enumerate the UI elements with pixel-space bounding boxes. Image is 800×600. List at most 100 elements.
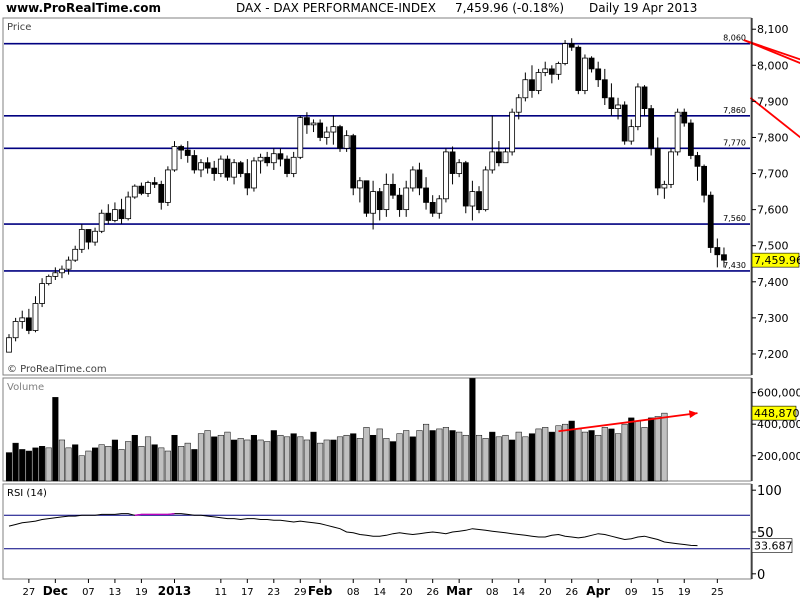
volume-bar (356, 438, 363, 482)
candle-down (184, 149, 191, 156)
volume-bar (376, 428, 383, 482)
x-tick-label: 19 (678, 587, 691, 598)
candle-down (529, 79, 535, 91)
x-tick-label: 07 (82, 587, 95, 598)
price-y-tick-label: 8,100 (757, 23, 789, 36)
volume-bar (462, 434, 469, 482)
volume-last-badge-text: 448,870 (754, 407, 800, 420)
site-name: www.ProRealTime.com (6, 1, 161, 15)
candle-up (171, 146, 178, 171)
rsi-last-badge-text: 33.687 (754, 540, 793, 553)
candle-down (701, 165, 707, 196)
x-tick-label: Mar (446, 584, 472, 598)
volume-bar (469, 378, 476, 482)
candle-up (32, 303, 39, 331)
volume-bar (171, 434, 178, 482)
volume-bar (442, 427, 449, 482)
price-y-tick-label: 7,500 (757, 240, 789, 253)
volume-bar (495, 436, 502, 482)
x-tick-label: 19 (135, 587, 148, 598)
candle-up (12, 321, 19, 339)
candle-up (125, 196, 132, 220)
volume-bar (522, 436, 529, 482)
candle-down (416, 169, 423, 189)
candle-down (350, 135, 357, 189)
volume-bar (528, 433, 536, 482)
x-tick-label: 27 (22, 587, 35, 598)
price-level-label: 7,860 (723, 106, 746, 115)
x-tick-label: 26 (426, 587, 439, 598)
volume-bar (350, 433, 357, 482)
volume-bar (310, 431, 317, 482)
candle-up (582, 57, 588, 91)
volume-bar (178, 446, 185, 482)
candle-down (204, 162, 211, 169)
volume-bar (277, 434, 284, 482)
x-tick-label: 14 (373, 587, 386, 598)
rsi-last-badge (751, 538, 793, 553)
volume-bar (654, 416, 661, 482)
candle-up (443, 151, 449, 200)
candle-down (211, 167, 218, 174)
candle-down (317, 122, 324, 138)
candle-down (337, 126, 343, 149)
candle-up (515, 97, 522, 113)
candle-down (595, 68, 602, 81)
candle-up (72, 248, 79, 261)
candle-up (668, 151, 674, 185)
volume-bar (204, 430, 211, 482)
x-tick-label: 09 (625, 587, 638, 598)
candle-up (674, 111, 681, 153)
volume-bar (389, 441, 397, 482)
price-level-label: 7,560 (723, 214, 746, 223)
volume-bar (449, 430, 456, 482)
volume-bar (58, 439, 66, 482)
price-trendline (749, 97, 800, 139)
candle-up (19, 317, 26, 322)
volume-bar (39, 446, 46, 482)
volume-bar (270, 430, 277, 482)
candle-down (151, 182, 158, 185)
candle-down (158, 183, 165, 203)
volume-bar (323, 439, 330, 482)
volume-bar (475, 434, 483, 482)
volume-bar (297, 436, 304, 482)
volume-bar (151, 444, 158, 482)
candle-down (648, 108, 655, 149)
x-tick-label: 11 (214, 587, 227, 598)
volume-bar (628, 417, 635, 482)
volume-bar (105, 446, 112, 482)
candle-down (548, 68, 555, 75)
volume-bar (330, 439, 337, 482)
x-tick-label: 08 (347, 587, 360, 598)
x-tick-label: 25 (711, 587, 724, 598)
price-level-label: 8,060 (723, 34, 746, 43)
volume-bar (317, 442, 324, 482)
volume-bar (224, 431, 231, 482)
x-tick-label: 2013 (158, 584, 191, 598)
volume-bar (250, 434, 257, 482)
candle-up (257, 156, 264, 162)
candle-up (635, 86, 641, 128)
volume-bar (396, 433, 403, 482)
volume-bar (131, 434, 138, 482)
rsi-panel-label: RSI (14) (7, 488, 47, 499)
volume-bar (601, 427, 608, 482)
candle-up (112, 209, 118, 221)
candle-down (25, 317, 32, 331)
volume-bar (641, 427, 648, 482)
price-y-tick-label: 7,900 (757, 95, 789, 108)
candle-down (714, 247, 721, 256)
candle-up (403, 187, 410, 211)
volume-bar (608, 428, 615, 482)
volume-bar (588, 430, 595, 482)
candle-down (178, 146, 185, 151)
candle-up (628, 126, 635, 142)
price-last-badge (751, 252, 800, 268)
candle-up (39, 283, 45, 304)
volume-bar (144, 436, 152, 482)
volume-bar (383, 438, 390, 482)
candle-up (78, 229, 85, 250)
volume-last-badge (751, 405, 797, 421)
